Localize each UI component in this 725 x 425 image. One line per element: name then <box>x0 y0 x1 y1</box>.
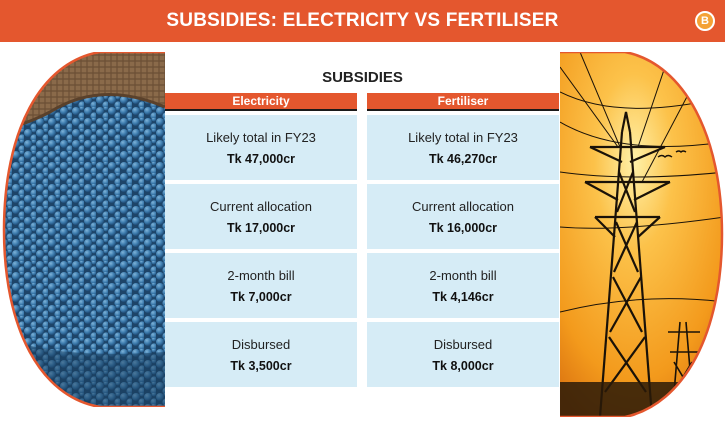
row-value: Tk 4,146cr <box>432 289 494 304</box>
row-label: Current allocation <box>412 198 514 214</box>
column-header-fertiliser: Fertiliser <box>367 93 559 111</box>
row-value: Tk 7,000cr <box>230 289 292 304</box>
table-cell: Likely total in FY23 Tk 46,270cr <box>367 115 559 180</box>
fertiliser-photo <box>2 52 165 407</box>
table-cell: Current allocation Tk 17,000cr <box>165 184 357 249</box>
publisher-logo-icon: B <box>695 11 715 31</box>
table-cell: Disbursed Tk 8,000cr <box>367 322 559 387</box>
row-label: 2-month bill <box>227 267 295 283</box>
row-label: Likely total in FY23 <box>408 129 518 145</box>
column-header-electricity: Electricity <box>165 93 357 111</box>
row-value: Tk 46,270cr <box>428 151 498 166</box>
table-cell: Current allocation Tk 16,000cr <box>367 184 559 249</box>
row-label: Current allocation <box>210 198 312 214</box>
header-banner: SUBSIDIES: ELECTRICITY VS FERTILISER B <box>0 0 725 42</box>
table-cell: Likely total in FY23 Tk 47,000cr <box>165 115 357 180</box>
row-value: Tk 8,000cr <box>432 358 494 373</box>
page-title: SUBSIDIES: ELECTRICITY VS FERTILISER <box>166 10 559 31</box>
electricity-pylon-photo <box>560 52 724 417</box>
row-label: Likely total in FY23 <box>206 129 316 145</box>
logo-letter: B <box>701 15 709 27</box>
electricity-column: Electricity Likely total in FY23 Tk 47,0… <box>165 93 357 387</box>
section-title: SUBSIDIES <box>322 69 403 86</box>
table-cell: Disbursed Tk 3,500cr <box>165 322 357 387</box>
table-cell: 2-month bill Tk 4,146cr <box>367 253 559 318</box>
row-value: Tk 47,000cr <box>226 151 296 166</box>
row-label: Disbursed <box>433 336 493 352</box>
row-label: Disbursed <box>231 336 291 352</box>
table-cell: 2-month bill Tk 7,000cr <box>165 253 357 318</box>
fertiliser-column: Fertiliser Likely total in FY23 Tk 46,27… <box>367 93 559 387</box>
row-value: Tk 16,000cr <box>428 220 498 235</box>
row-value: Tk 3,500cr <box>230 358 292 373</box>
row-label: 2-month bill <box>429 267 497 283</box>
row-value: Tk 17,000cr <box>226 220 296 235</box>
